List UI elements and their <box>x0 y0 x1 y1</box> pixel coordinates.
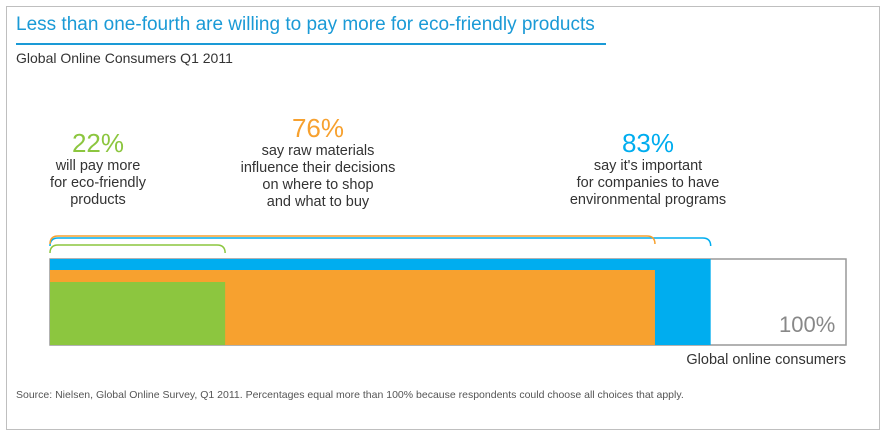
callout-orange-value: 76% <box>291 113 345 143</box>
chart-subtitle: Global Online Consumers Q1 2011 <box>16 50 233 66</box>
chart-title: Less than one-fourth are willing to pay … <box>16 14 595 35</box>
callout-orange: 76% say raw materials influence their de… <box>218 113 418 211</box>
callout-orange-text: say raw materials influence their decisi… <box>240 143 396 210</box>
callout-blue-text: say it's important for companies to have… <box>569 158 727 208</box>
total-scale-label: 100% <box>779 312 836 337</box>
chart-frame <box>6 6 880 430</box>
title-underline <box>16 43 606 45</box>
bracket-76 <box>49 235 656 245</box>
callout-green: 22% will pay more for eco-friendly produ… <box>38 128 158 209</box>
bracket-22 <box>49 244 226 254</box>
callout-blue: 83% say it's important for companies to … <box>548 128 748 209</box>
source-note: Source: Nielsen, Global Online Survey, Q… <box>16 389 684 401</box>
bar-22 <box>50 282 226 345</box>
callout-green-text: will pay more for eco-friendly products <box>50 158 146 208</box>
callout-blue-value: 83% <box>621 128 675 158</box>
callout-green-value: 22% <box>71 128 125 158</box>
x-axis-label: Global online consumers <box>686 352 846 368</box>
